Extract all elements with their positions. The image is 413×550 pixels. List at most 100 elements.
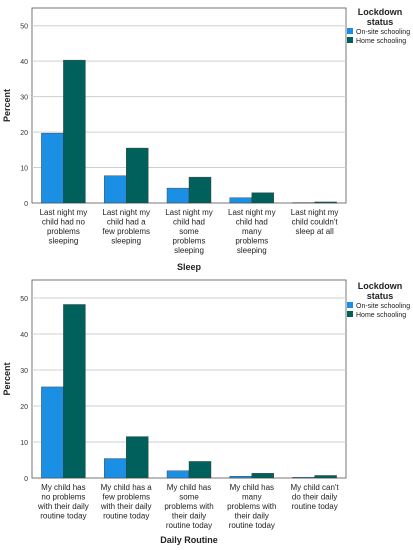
x-tick-label-line: My child has — [230, 483, 274, 492]
y-tick-label: 20 — [20, 404, 28, 411]
x-tick-label: My child has no problems with their daily r… — [37, 483, 89, 521]
x-tick-label: Last night my child had some problems sleepi… — [165, 208, 213, 255]
x-tick-label: My child has a few problems with their dai… — [100, 483, 152, 521]
legend-label-home: Home schooling — [356, 312, 406, 319]
legend-label-onsite: On-site schooling — [356, 29, 410, 36]
x-tick-label: My child can't do their daily routine toda… — [290, 483, 339, 511]
x-tick-label-line: do their daily — [292, 493, 337, 502]
legend-title-line: Lockdown — [358, 7, 403, 17]
x-tick-label: Last night my child had many problems sleepi… — [228, 208, 276, 255]
x-tick-label-line: My child can't — [290, 483, 339, 492]
y-tick-label: 10 — [20, 440, 28, 447]
legend-title-line: status — [367, 291, 394, 301]
bar-onsite-1 — [41, 132, 64, 204]
bar-onsite-3 — [166, 470, 190, 479]
x-tick-label-line: Last night my — [102, 208, 150, 217]
x-tick-label-line: many — [242, 227, 262, 236]
x-tick-label-line: problems — [173, 237, 206, 246]
bar-onsite-3 — [166, 187, 190, 204]
bar-home-2 — [125, 436, 149, 479]
x-tick-label-line: child had — [173, 218, 205, 227]
x-tick-label-line: problems — [47, 227, 80, 236]
x-tick-label-line: Last night my — [40, 208, 88, 217]
x-tick-label-line: problems with — [164, 502, 213, 511]
x-tick-label-line: many — [242, 493, 262, 502]
legend-swatch-home — [347, 37, 353, 43]
x-tick-label-line: their daily — [235, 512, 269, 521]
y-tick-label: 10 — [20, 166, 28, 173]
legend-label-onsite: On-site schooling — [356, 303, 410, 310]
bar-onsite-4 — [229, 197, 253, 204]
bar-onsite-5 — [292, 477, 315, 479]
bar-home-4 — [251, 192, 275, 204]
x-tick-label-line: their daily — [172, 512, 206, 521]
legend-title-line: status — [367, 17, 394, 27]
bar-home-4 — [251, 473, 275, 479]
x-tick-label-line: routine today — [40, 512, 86, 521]
y-tick-label: 40 — [20, 332, 28, 339]
x-tick-label-line: sleeping — [111, 237, 141, 246]
x-tick-label-line: sleep at all — [295, 227, 333, 236]
x-tick-label-line: sleeping — [237, 246, 267, 255]
bar-onsite-2 — [103, 458, 127, 479]
y-tick-label: 30 — [20, 95, 28, 102]
x-tick-label-line: with their daily — [100, 502, 152, 511]
y-axis-label: Percent — [2, 362, 12, 395]
x-tick-label-line: routine today — [229, 521, 275, 530]
y-axis-label: Percent — [2, 89, 12, 122]
x-tick-label-line: Last night my — [228, 208, 276, 217]
x-tick-label-line: some — [179, 493, 199, 502]
x-tick-label-line: routine today — [166, 521, 212, 530]
legend-swatch-onsite — [347, 302, 353, 308]
bar-onsite-4 — [229, 476, 253, 479]
bar-home-2 — [125, 147, 149, 204]
bar-home-5 — [314, 475, 337, 479]
x-tick-label-line: child had a — [107, 218, 146, 227]
bar-home-1 — [63, 59, 86, 204]
x-tick-label-line: problems with — [227, 502, 276, 511]
x-tick-label-line: child had no — [42, 218, 86, 227]
bar-onsite-1 — [41, 386, 64, 479]
x-tick-label-line: Last night my — [165, 208, 213, 217]
x-axis-label: Daily Routine — [160, 535, 218, 545]
legend-swatch-home — [347, 311, 353, 317]
x-axis-label: Sleep — [177, 262, 202, 272]
x-tick-label-line: problems — [235, 237, 268, 246]
x-tick-label-line: My child has — [167, 483, 211, 492]
y-tick-label: 0 — [24, 201, 28, 208]
legend-title-line: Lockdown — [358, 281, 403, 291]
x-tick-label-line: routine today — [291, 502, 337, 511]
x-tick-label-line: no problems — [41, 493, 85, 502]
y-tick-label: 20 — [20, 130, 28, 137]
x-tick-label-line: few problems — [102, 227, 150, 236]
y-tick-label: 50 — [20, 296, 28, 303]
bar-onsite-2 — [103, 175, 127, 204]
x-tick-label-line: sleeping — [48, 237, 78, 246]
x-tick-label-line: few problems — [102, 493, 150, 502]
x-tick-label: My child has many problems with their daily… — [227, 483, 276, 530]
y-tick-label: 40 — [20, 59, 28, 66]
x-tick-label-line: routine today — [103, 512, 149, 521]
x-tick-label-line: with their daily — [37, 502, 89, 511]
x-tick-label: Last night my child had a few problems slee… — [102, 208, 150, 246]
legend-swatch-onsite — [347, 28, 353, 34]
y-tick-label: 50 — [20, 24, 28, 31]
x-tick-label: My child has some problems with their daily… — [164, 483, 213, 530]
x-tick-label-line: My child has a — [101, 483, 153, 492]
bar-home-3 — [188, 461, 212, 479]
x-tick-label-line: sleeping — [174, 246, 204, 255]
y-tick-label: 0 — [24, 476, 28, 483]
y-tick-label: 30 — [20, 368, 28, 375]
x-tick-label-line: child couldn't — [292, 218, 339, 227]
x-tick-label-line: My child has — [41, 483, 85, 492]
x-tick-label: Last night my child had no problems sleepin… — [40, 208, 88, 246]
bar-home-3 — [188, 176, 212, 204]
legend-label-home: Home schooling — [356, 38, 406, 45]
bar-home-1 — [63, 304, 86, 479]
x-tick-label-line: child had — [236, 218, 268, 227]
